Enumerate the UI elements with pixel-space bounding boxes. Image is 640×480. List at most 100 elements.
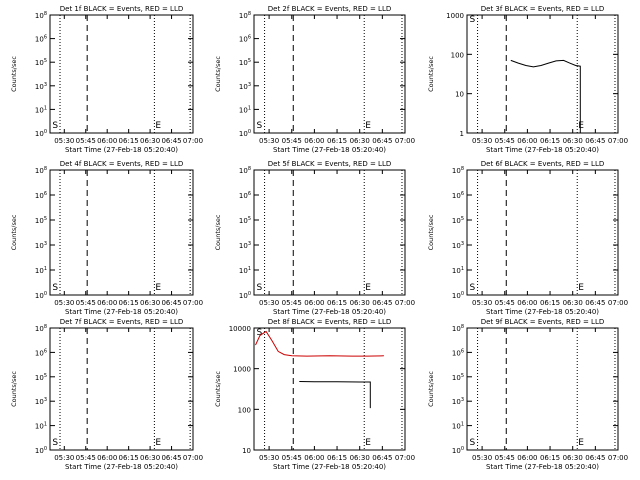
x-tick-label: 06:30 (350, 299, 370, 307)
x-tick-label: 05:30 (472, 299, 492, 307)
y-tick-label: 108 (35, 11, 47, 20)
x-tick-label: 05:45 (76, 299, 96, 307)
x-tick-label: 05:30 (54, 454, 74, 462)
x-tick-label: 07:00 (183, 137, 203, 145)
y-axis-label: Counts/sec (214, 214, 222, 250)
x-tick-label: 07:00 (395, 137, 415, 145)
x-tick-label: 06:45 (161, 299, 181, 307)
chart-panel-3: Det 3f BLACK = Events, RED = LLD 05:30 05:… (427, 5, 628, 154)
y-tick-label: 103 (239, 241, 251, 250)
x-tick-label: 06:15 (327, 137, 347, 145)
chart-panel-2: Det 2f BLACK = Events, RED = LLD 05:30 05:… (214, 5, 415, 154)
x-tick-label: 06:45 (372, 137, 392, 145)
x-axis-label: Start Time (27-Feb-18 05:20:40) (486, 463, 599, 471)
y-tick-label: 101 (35, 266, 47, 275)
x-tick-label: 06:45 (585, 299, 605, 307)
event-marker-e: E (365, 121, 371, 131)
y-tick-label: 103 (35, 82, 47, 91)
y-tick-label: 106 (452, 191, 464, 200)
x-tick-label: 07:00 (183, 454, 203, 462)
x-tick-label: 06:00 (304, 299, 324, 307)
event-marker-e: E (155, 438, 161, 448)
x-tick-label: 06:00 (517, 137, 537, 145)
y-tick-label: 101 (239, 105, 251, 114)
y-axis-label: Counts/sec (10, 56, 18, 92)
x-tick-label: 05:45 (76, 454, 96, 462)
x-axis-label: Start Time (27-Feb-18 05:20:40) (273, 146, 386, 154)
plot-frame (466, 14, 619, 134)
chart-title: Det 4f BLACK = Events, RED = LLD (60, 160, 183, 168)
y-tick-label: 103 (239, 82, 251, 91)
y-tick-label: 101 (35, 422, 47, 431)
y-tick-label: 1 (460, 130, 464, 138)
y-tick-label: 100 (239, 129, 251, 138)
y-tick-label: 108 (239, 11, 251, 20)
series-line-events (510, 59, 581, 133)
event-marker-s: S (52, 121, 58, 131)
chart-panel-4: Det 4f BLACK = Events, RED = LLD 05:30 05:… (10, 160, 203, 316)
plot-frame (49, 327, 194, 451)
chart-title: Det 1f BLACK = Events, RED = LLD (60, 5, 183, 13)
plot-frame (466, 169, 619, 296)
y-tick-label: 100 (35, 129, 47, 138)
x-tick-label: 07:00 (395, 454, 415, 462)
x-axis-label: Start Time (27-Feb-18 05:20:40) (65, 308, 178, 316)
y-tick-label: 106 (35, 35, 47, 44)
event-marker-e: E (365, 283, 371, 293)
x-tick-label: 06:00 (517, 454, 537, 462)
x-tick-label: 05:30 (259, 299, 279, 307)
event-marker-e: E (578, 121, 584, 131)
x-tick-label: 06:00 (97, 454, 117, 462)
event-marker-s: S (52, 438, 58, 448)
y-tick-label: 100 (451, 51, 464, 59)
x-tick-label: 06:00 (97, 137, 117, 145)
y-tick-label: 10 (455, 91, 464, 99)
x-tick-label: 06:30 (563, 299, 583, 307)
y-tick-label: 101 (452, 422, 464, 431)
y-tick-label: 105 (35, 373, 47, 382)
series-line-lld (255, 330, 384, 357)
event-marker-s: S (52, 283, 58, 293)
y-tick-label: 100 (239, 291, 251, 300)
x-tick-label: 06:30 (140, 137, 160, 145)
plot-frame (466, 327, 619, 451)
y-tick-label: 103 (452, 241, 464, 250)
chart-title: Det 8f BLACK = Events, RED = LLD (268, 318, 391, 326)
x-tick-label: 06:00 (304, 137, 324, 145)
y-tick-label: 100 (452, 446, 464, 455)
x-axis-label: Start Time (27-Feb-18 05:20:40) (65, 463, 178, 471)
y-tick-label: 106 (452, 348, 464, 357)
event-marker-e: E (365, 438, 371, 448)
y-axis-label: Counts/sec (10, 371, 18, 407)
chart-panel-9: Det 9f BLACK = Events, RED = LLD 05:30 05:… (427, 318, 628, 471)
y-tick-label: 106 (35, 348, 47, 357)
x-tick-label: 07:00 (608, 137, 628, 145)
plot-frame (49, 169, 194, 296)
plot-frame (49, 14, 194, 134)
x-tick-label: 05:30 (472, 454, 492, 462)
x-tick-label: 06:15 (540, 299, 560, 307)
x-tick-label: 06:15 (327, 454, 347, 462)
x-tick-label: 06:15 (119, 137, 139, 145)
event-marker-e: E (578, 283, 584, 293)
y-tick-label: 108 (239, 166, 251, 175)
chart-panel-1: Det 1f BLACK = Events, RED = LLD 05:30 05:… (10, 5, 203, 154)
x-tick-label: 07:00 (608, 454, 628, 462)
x-tick-label: 06:45 (161, 454, 181, 462)
x-tick-label: 05:30 (259, 137, 279, 145)
plot-frame (253, 14, 406, 134)
x-tick-label: 06:45 (585, 137, 605, 145)
x-tick-label: 05:45 (495, 137, 515, 145)
x-tick-label: 05:45 (495, 299, 515, 307)
y-tick-label: 105 (35, 58, 47, 67)
y-tick-label: 101 (35, 105, 47, 114)
y-axis-label: Counts/sec (427, 56, 435, 92)
event-marker-e: E (578, 438, 584, 448)
y-tick-label: 105 (452, 216, 464, 225)
x-tick-label: 06:15 (540, 137, 560, 145)
x-axis-label: Start Time (27-Feb-18 05:20:40) (273, 463, 386, 471)
event-marker-s: S (257, 121, 263, 131)
event-marker-e: E (155, 283, 161, 293)
event-marker-s: S (257, 283, 263, 293)
